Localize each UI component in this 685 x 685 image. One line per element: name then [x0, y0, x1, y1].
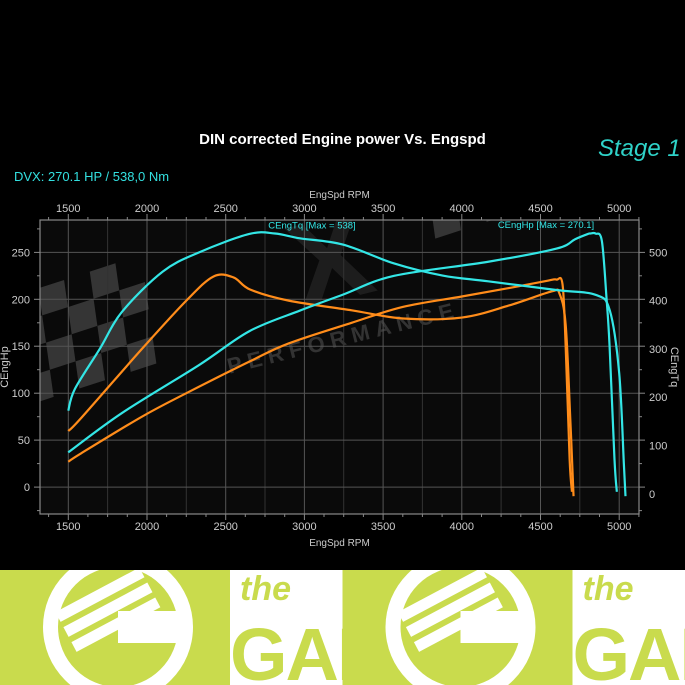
- svg-text:the: the: [240, 570, 291, 608]
- svg-text:the: the: [583, 570, 634, 608]
- svg-text:GARAGE: GARAGE: [573, 613, 685, 685]
